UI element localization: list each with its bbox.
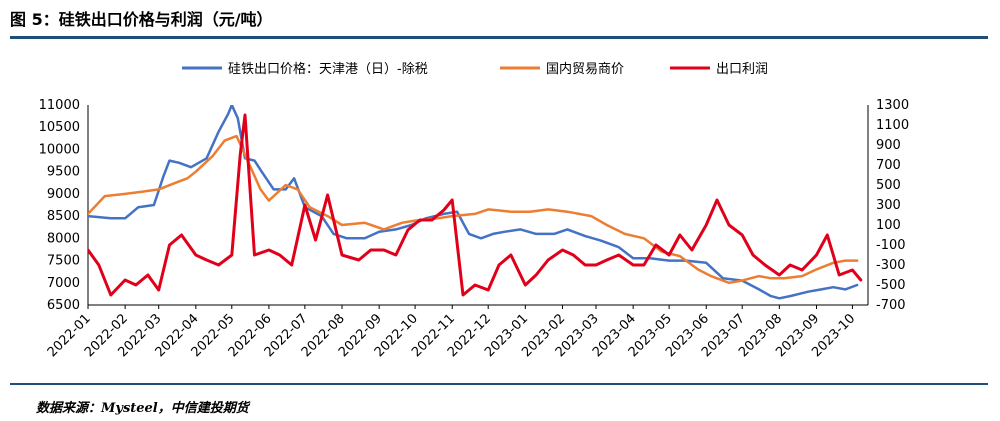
- left-axis-tick-label: 8000: [47, 231, 80, 246]
- left-axis-tick-label: 9000: [47, 187, 80, 202]
- plot-area: [88, 105, 863, 300]
- series-line-export-price: [88, 105, 859, 300]
- legend-label-export-price: 硅铁出口价格：天津港（日）-除税: [228, 61, 428, 77]
- right-axis-tick-label: 100: [876, 218, 901, 233]
- left-axis-tick-label: 7500: [47, 254, 80, 269]
- right-axis-tick-label: 300: [876, 198, 901, 213]
- right-axis-tick-label: -100: [876, 238, 906, 253]
- right-axis-tick-label: 500: [876, 178, 901, 193]
- source-note: 数据来源：Mysteel，中信建投期货: [36, 401, 249, 416]
- right-axis-tick-label: -500: [876, 278, 906, 293]
- axes: 11000 10500 10000 9500 9000 8500 8000 7500 7000 6…: [39, 98, 909, 360]
- right-axis-tick-label: -300: [876, 258, 906, 273]
- page-title: 图 5：硅铁出口价格与利润（元/吨）: [10, 10, 273, 29]
- series-line-profit: [88, 113, 863, 297]
- legend-label-profit: 出口利润: [716, 62, 768, 77]
- right-axis-tick-label: 1100: [876, 118, 909, 133]
- top-divider: [10, 36, 988, 39]
- bottom-divider: [10, 383, 988, 385]
- left-axis-tick-label: 10000: [39, 142, 80, 157]
- legend-label-domestic-price: 国内贸易商价: [546, 61, 624, 77]
- left-axis-tick-label: 11000: [39, 98, 80, 113]
- left-axis-tick-label: 7000: [47, 276, 80, 291]
- left-axis-tick-label: 6500: [47, 298, 80, 313]
- left-axis-tick-label: 9500: [47, 165, 80, 180]
- series-line-domestic-price: [88, 134, 859, 285]
- right-axis-tick-label: 1300: [876, 98, 909, 113]
- legend: 硅铁出口价格：天津港（日）-除税 国内贸易商价 出口利润: [182, 61, 768, 77]
- right-axis-tick-label: 900: [876, 138, 901, 153]
- right-axis-tick-label: -700: [876, 298, 906, 313]
- left-axis-tick-label: 8500: [47, 209, 80, 224]
- left-axis-tick-label: 10500: [39, 120, 80, 135]
- right-axis-tick-label: 700: [876, 158, 901, 173]
